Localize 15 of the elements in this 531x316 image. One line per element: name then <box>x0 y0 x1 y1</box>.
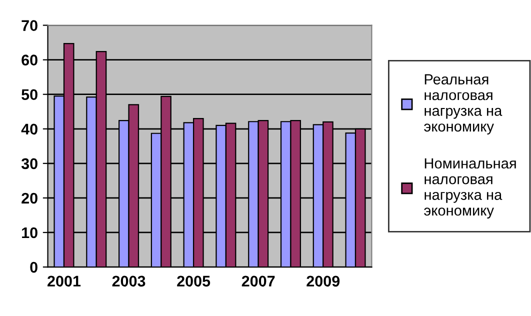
legend-label: Реальная налоговая нагрузка на экономику <box>424 74 502 134</box>
y-tick-label: 20 <box>22 192 38 204</box>
legend-label: Номинальная налоговая нагрузка на экономику <box>424 158 516 219</box>
y-tick-label: 50 <box>22 89 38 100</box>
x-tick-label: 2001 <box>48 276 81 287</box>
y-tick-label: 60 <box>22 54 38 66</box>
y-tick-label: 70 <box>22 20 38 31</box>
x-tick-label: 2005 <box>177 276 210 287</box>
x-tick-label: 2009 <box>306 276 340 287</box>
y-tick-label: 40 <box>21 124 38 135</box>
x-tick-label: 2007 <box>242 276 275 287</box>
y-tick-label: 30 <box>21 158 38 170</box>
y-tick-label: 10 <box>22 227 38 238</box>
x-tick-label: 2003 <box>112 276 146 287</box>
y-tick-label: 0 <box>30 262 38 273</box>
